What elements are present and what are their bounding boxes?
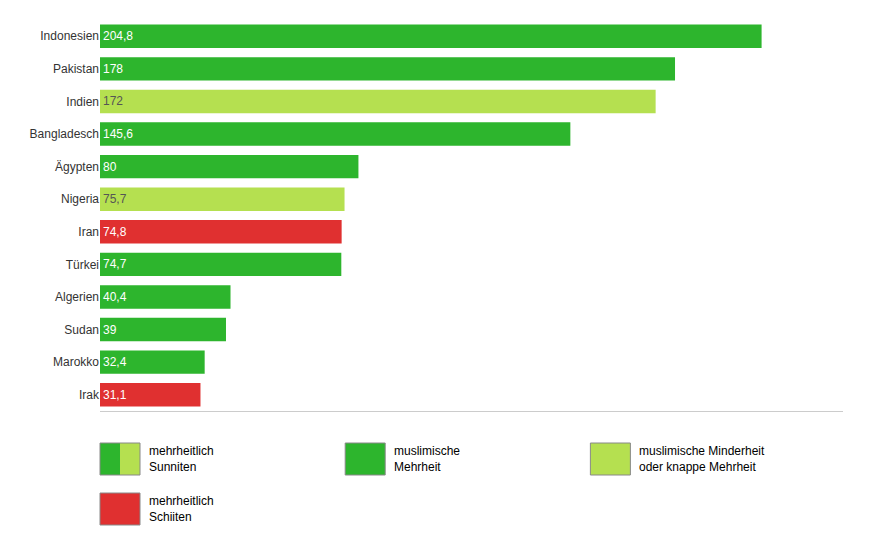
svg-text:74,8: 74,8: [103, 225, 127, 239]
svg-text:204,8: 204,8: [103, 29, 133, 43]
svg-text:Iran: Iran: [78, 225, 99, 239]
svg-text:Sudan: Sudan: [64, 323, 99, 337]
svg-text:172: 172: [103, 94, 123, 108]
svg-text:Bangladesch: Bangladesch: [30, 127, 99, 141]
svg-text:40,4: 40,4: [103, 290, 127, 304]
svg-text:Indien: Indien: [66, 95, 99, 109]
svg-text:Marokko: Marokko: [53, 355, 99, 369]
svg-text:Irak: Irak: [79, 388, 100, 402]
svg-text:mehrheitlichSchiiten: mehrheitlichSchiiten: [149, 494, 214, 524]
svg-text:mehrheitlichSunniten: mehrheitlichSunniten: [149, 444, 214, 474]
svg-text:75,7: 75,7: [103, 192, 127, 206]
svg-text:Ägypten: Ägypten: [55, 160, 99, 174]
svg-text:muslimische Minderheitoder kna: muslimische Minderheitoder knappe Mehrhe…: [639, 444, 765, 474]
svg-text:31,1: 31,1: [103, 388, 127, 402]
svg-text:74,7: 74,7: [103, 257, 127, 271]
svg-text:Pakistan: Pakistan: [53, 62, 99, 76]
svg-text:178: 178: [103, 62, 123, 76]
svg-text:145,6: 145,6: [103, 127, 133, 141]
svg-text:Algerien: Algerien: [55, 290, 99, 304]
svg-text:Nigeria: Nigeria: [61, 192, 99, 206]
svg-text:80: 80: [103, 160, 117, 174]
svg-text:muslimischeMehrheit: muslimischeMehrheit: [394, 444, 460, 474]
svg-text:Indonesien: Indonesien: [40, 29, 99, 43]
svg-text:32,4: 32,4: [103, 355, 127, 369]
svg-text:Türkei: Türkei: [66, 258, 99, 272]
svg-text:39: 39: [103, 323, 117, 337]
